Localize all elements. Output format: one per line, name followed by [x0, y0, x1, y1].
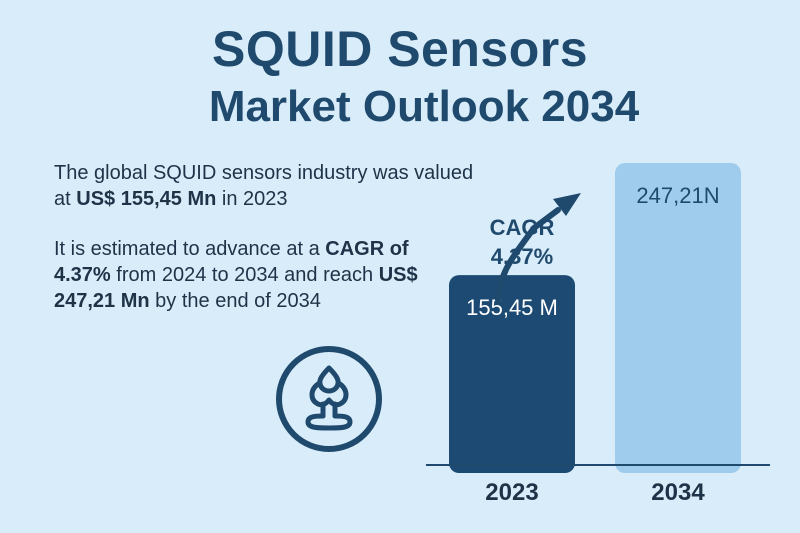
- para1-text-1: The global SQUID sensors industry was va…: [54, 162, 474, 210]
- para1-text-2: in 2023: [216, 188, 288, 210]
- bar-2023: [449, 275, 575, 473]
- para2-value-2034: US$ 247,21 Mn: [54, 264, 418, 312]
- description-paragraph-2: It is estimated to advance at a CAGR of …: [54, 236, 454, 314]
- para1-value-2023: US$ 155,45 Mn: [76, 188, 217, 210]
- page-title: SQUID Sensors: [211, 21, 589, 77]
- sensor-coil-icon: [276, 346, 382, 452]
- data-label-2034: 247,21N: [636, 183, 719, 208]
- cagr-arrow: [495, 207, 561, 303]
- page-subtitle: Market Outlook 2034: [208, 82, 640, 131]
- bar-2034: [615, 163, 741, 473]
- cagr-arrowhead: [553, 193, 581, 216]
- description-paragraph-1: The global SQUID sensors industry was va…: [54, 160, 474, 212]
- x-tick-2034: 2034: [651, 479, 705, 506]
- cagr-annotation-label: CAGR: [490, 215, 555, 240]
- x-tick-2023: 2023: [485, 479, 538, 506]
- cagr-annotation-value: 4,37%: [491, 244, 553, 269]
- data-label-2023: 155,45 M: [466, 295, 558, 320]
- para2-text-3: by the end of 2034: [149, 290, 321, 312]
- para2-text-1: It is estimated to advance at a: [54, 238, 326, 260]
- para2-cagr: CAGR of 4.37%: [54, 238, 409, 286]
- para2-text-2: from 2024 to 2034 and reach: [110, 264, 379, 286]
